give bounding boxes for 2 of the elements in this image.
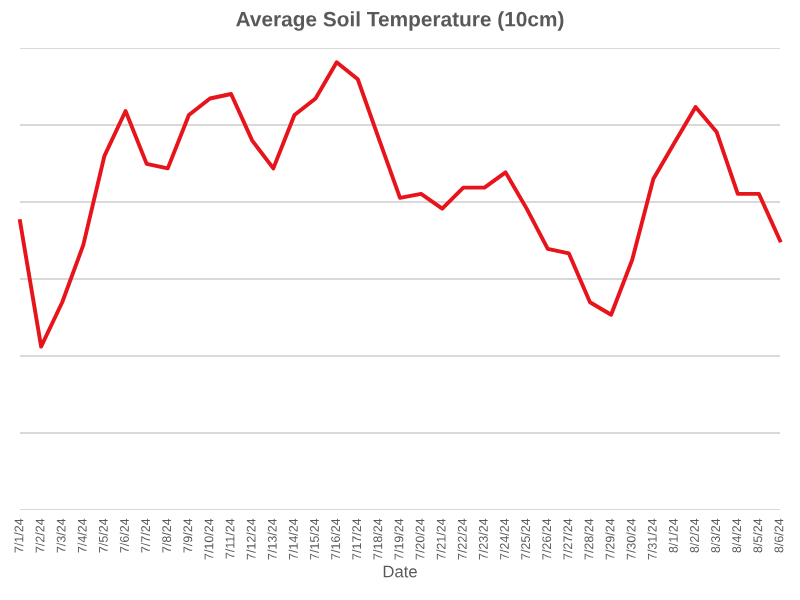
chart-title: Average Soil Temperature (10cm) — [236, 11, 564, 31]
x-axis-title: Date — [383, 565, 417, 578]
